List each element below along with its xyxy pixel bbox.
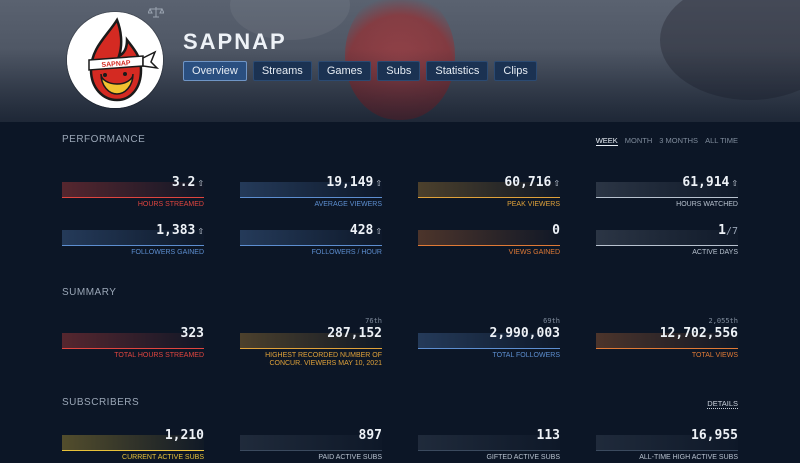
- tab-statistics[interactable]: Statistics: [426, 61, 489, 81]
- up-arrow-icon: ⇧: [197, 176, 204, 189]
- range-month[interactable]: MONTH: [624, 136, 653, 145]
- stat-hours-watched: 61,914 ⇧ HOURS WATCHED: [596, 170, 738, 210]
- performance-title: PERFORMANCE: [62, 134, 146, 145]
- up-arrow-icon: ⇧: [731, 176, 738, 189]
- up-arrow-icon: ⇧: [375, 176, 382, 189]
- stat-average-viewers: 19,149 ⇧ AVERAGE VIEWERS: [240, 170, 382, 210]
- range-week[interactable]: WEEK: [595, 136, 618, 146]
- stat-all-time-high-active-subs: 16,955 ALL-TIME HIGH ACTIVE SUBS: [596, 423, 738, 463]
- up-arrow-icon: ⇧: [197, 224, 204, 237]
- stat-current-active-subs: 1,210 CURRENT ACTIVE SUBS: [62, 423, 204, 463]
- stat-hours-streamed: 3.2 ⇧ HOURS STREAMED: [62, 170, 204, 210]
- time-range-selector: WEEK MONTH 3 MONTHS ALL TIME: [595, 136, 738, 146]
- stat-views-gained: 0 VIEWS GAINED: [418, 218, 560, 258]
- tab-streams[interactable]: Streams: [252, 61, 312, 81]
- range-3-months[interactable]: 3 MONTHS: [659, 136, 699, 145]
- stat-active-days: 1/7 ACTIVE DAYS: [596, 218, 738, 258]
- stat-highest-concurrent-viewers: 76th 287,152 HIGHEST RECORDED NUMBER OF C…: [240, 317, 382, 367]
- stat-total-followers: 69th 2,990,003 TOTAL FOLLOWERS: [418, 317, 560, 361]
- tab-clips[interactable]: Clips: [494, 61, 537, 81]
- tab-subs[interactable]: Subs: [377, 61, 421, 81]
- flame-mascot-icon: SAPNAP: [67, 12, 163, 108]
- subscribers-title: SUBSCRIBERS: [62, 397, 140, 408]
- avatar[interactable]: SAPNAP: [67, 12, 163, 108]
- stat-total-hours-streamed: 323 TOTAL HOURS STREAMED: [62, 321, 204, 361]
- up-arrow-icon: ⇧: [553, 176, 560, 189]
- stat-followers-gained: 1,383 ⇧ FOLLOWERS GAINED: [62, 218, 204, 258]
- channel-name: SAPNAP: [183, 29, 287, 54]
- tab-games[interactable]: Games: [317, 61, 372, 81]
- tab-overview[interactable]: Overview: [183, 61, 247, 81]
- up-arrow-icon: ⇧: [375, 224, 382, 237]
- stat-followers-per-hour: 428 ⇧ FOLLOWERS / HOUR: [240, 218, 382, 258]
- channel-tabs: Overview Streams Games Subs Statistics C…: [183, 61, 537, 81]
- stat-total-views: 2,055th 12,702,556 TOTAL VIEWS: [596, 317, 738, 361]
- summary-title: SUMMARY: [62, 287, 117, 298]
- stat-paid-active-subs: 897 PAID ACTIVE SUBS: [240, 423, 382, 463]
- range-all-time[interactable]: ALL TIME: [705, 136, 738, 145]
- details-link[interactable]: DETAILS: [707, 399, 738, 409]
- headband-text: SAPNAP: [101, 60, 131, 69]
- scale-icon[interactable]: [147, 6, 165, 18]
- stat-gifted-active-subs: 113 GIFTED ACTIVE SUBS: [418, 423, 560, 463]
- stat-peak-viewers: 60,716 ⇧ PEAK VIEWERS: [418, 170, 560, 210]
